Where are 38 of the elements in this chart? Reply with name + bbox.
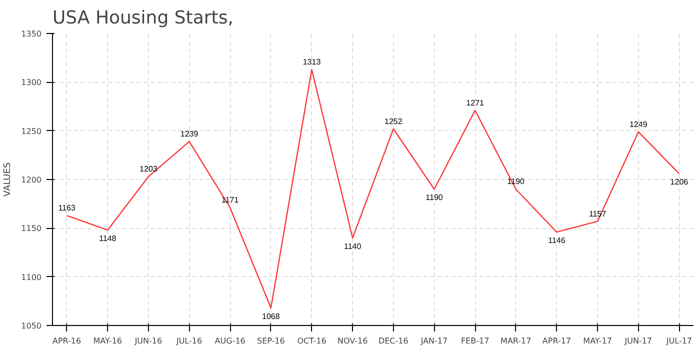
- x-tick-label: FEB-17: [460, 336, 490, 346]
- y-axis-title: VALUES: [3, 162, 14, 197]
- data-label: 1313: [302, 58, 322, 67]
- x-tick-label: AUG-16: [214, 336, 246, 346]
- x-tick-label: SEP-16: [257, 336, 285, 346]
- chart-title: USA Housing Starts,: [52, 8, 234, 28]
- x-tick-label: MAY-17: [583, 336, 612, 346]
- y-tick-label: 1250: [21, 126, 42, 136]
- y-tick-label: 1300: [21, 78, 42, 88]
- data-label: 1146: [548, 236, 566, 246]
- y-tick-label: 1050: [21, 322, 42, 330]
- data-label: 1190: [426, 193, 444, 202]
- data-label: 1239: [180, 130, 199, 139]
- y-tick-label: 1150: [21, 224, 42, 234]
- data-label: 1140: [344, 242, 362, 251]
- x-tick-label: JUL-17: [665, 336, 692, 346]
- data-label: 1068: [262, 312, 280, 321]
- x-tick-label: OCT-16: [297, 336, 326, 346]
- x-tick-label: JUN-17: [624, 336, 652, 346]
- x-tick-label: MAR-17: [500, 336, 532, 346]
- data-label: 1206: [670, 178, 689, 187]
- x-tick-label: NOV-16: [337, 336, 368, 346]
- data-label: 1249: [629, 120, 648, 129]
- data-label: 1163: [58, 204, 76, 213]
- data-label: 1252: [384, 116, 403, 126]
- data-label: 1203: [140, 164, 158, 174]
- x-tick-label: APR-17: [542, 336, 572, 346]
- x-tick-label: APR-16: [52, 336, 82, 346]
- data-label: 1271: [466, 98, 485, 108]
- x-tick-label: MAY-16: [93, 336, 122, 346]
- x-tick-label: JUL-16: [175, 336, 202, 346]
- y-tick-label: 1350: [21, 30, 42, 38]
- y-tick-label: 1200: [21, 176, 42, 184]
- y-tick-label: 1100: [21, 272, 42, 282]
- data-label: 1148: [99, 234, 117, 244]
- x-tick-label: JUN-16: [134, 336, 162, 346]
- x-tick-label: JAN-17: [420, 336, 448, 346]
- x-tick-label: DEC-16: [378, 336, 408, 346]
